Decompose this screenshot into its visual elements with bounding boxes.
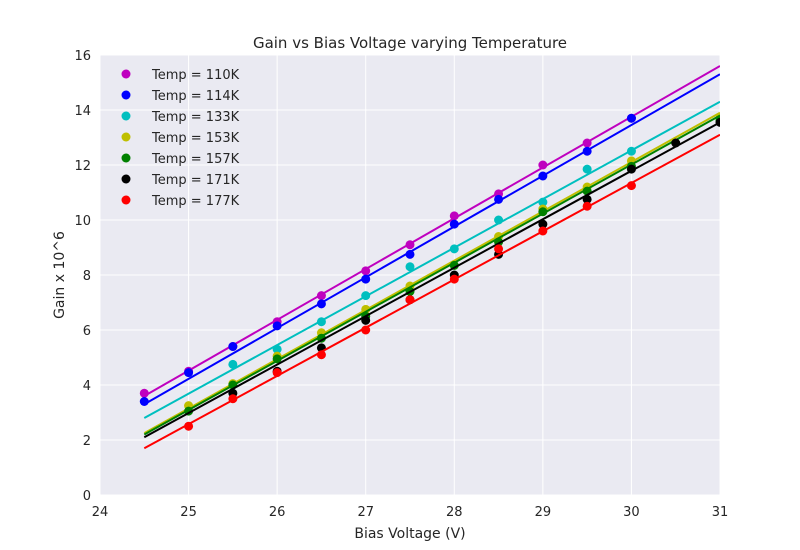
data-point xyxy=(715,117,720,127)
y-tick-labels: 0 2 4 6 8 10 12 14 16 xyxy=(74,49,91,504)
data-point xyxy=(139,388,149,398)
data-point xyxy=(538,171,548,181)
data-point xyxy=(361,315,371,325)
data-point xyxy=(361,274,371,284)
data-point xyxy=(671,138,681,148)
data-point xyxy=(139,397,149,406)
legend-marker xyxy=(121,69,131,79)
y-tick-label: 4 xyxy=(83,379,91,394)
data-point xyxy=(626,146,636,156)
data-point xyxy=(538,226,548,236)
data-point xyxy=(494,215,504,225)
y-tick-label: 8 xyxy=(83,269,91,284)
data-point xyxy=(316,350,326,360)
x-axis-label: Bias Voltage (V) xyxy=(354,526,465,542)
x-tick-label: 30 xyxy=(623,505,640,520)
y-tick-label: 6 xyxy=(83,324,91,339)
fit-line xyxy=(143,121,720,439)
data-point xyxy=(538,197,548,207)
y-tick-label: 0 xyxy=(83,489,91,504)
legend-marker xyxy=(121,90,131,100)
data-point xyxy=(184,368,194,378)
chart-title: Gain vs Bias Voltage varying Temperature xyxy=(253,34,567,52)
data-point xyxy=(538,160,548,170)
data-point xyxy=(494,194,504,204)
plot-area xyxy=(139,65,720,450)
y-tick-label: 12 xyxy=(74,159,91,174)
data-point xyxy=(449,274,459,284)
data-point xyxy=(228,359,238,369)
data-point xyxy=(272,368,282,378)
legend-marker xyxy=(121,132,131,142)
data-point xyxy=(449,219,459,229)
data-point xyxy=(626,181,636,191)
legend-label: Temp = 177K xyxy=(151,194,240,209)
data-point xyxy=(538,207,548,217)
data-point xyxy=(316,317,326,327)
data-point xyxy=(272,344,282,354)
data-point xyxy=(582,194,592,204)
data-point xyxy=(405,295,415,305)
series-1 xyxy=(139,73,720,406)
y-tick-label: 10 xyxy=(74,214,91,229)
data-point xyxy=(538,219,548,229)
data-point xyxy=(626,113,636,123)
x-tick-label: 26 xyxy=(269,505,286,520)
legend-marker xyxy=(121,153,131,163)
x-tick-label: 25 xyxy=(180,505,197,520)
grid xyxy=(99,54,721,496)
data-point xyxy=(449,211,459,221)
data-point xyxy=(184,421,194,431)
data-point xyxy=(272,321,282,331)
legend-marker xyxy=(121,174,131,184)
legend-label: Temp = 171K xyxy=(151,173,240,188)
legend-label: Temp = 157K xyxy=(151,152,240,167)
legend-label: Temp = 133K xyxy=(151,110,240,125)
x-tick-label: 31 xyxy=(712,505,729,520)
legend-label: Temp = 110K xyxy=(151,68,240,83)
y-tick-label: 2 xyxy=(83,434,91,449)
fit-line xyxy=(143,111,720,434)
data-point xyxy=(316,291,326,301)
x-tick-label: 28 xyxy=(446,505,463,520)
data-point xyxy=(626,164,636,174)
data-point xyxy=(272,354,282,364)
y-tick-label: 16 xyxy=(74,49,91,64)
x-tick-label: 24 xyxy=(92,505,109,520)
data-point xyxy=(228,342,238,351)
legend-label: Temp = 153K xyxy=(151,131,240,146)
data-point xyxy=(582,138,592,148)
fit-line xyxy=(143,65,720,397)
x-tick-labels: 24 25 26 27 28 29 30 31 xyxy=(92,505,729,520)
data-point xyxy=(316,299,326,309)
legend-marker xyxy=(121,111,131,121)
series-6 xyxy=(143,133,720,450)
series-2 xyxy=(143,100,720,419)
x-tick-label: 29 xyxy=(535,505,552,520)
x-tick-label: 27 xyxy=(357,505,374,520)
fit-line xyxy=(143,133,720,450)
fit-line xyxy=(143,114,720,436)
data-point xyxy=(361,291,371,301)
data-point xyxy=(449,260,459,270)
legend: Temp = 110K Temp = 114K Temp = 133K Temp = … xyxy=(121,68,240,209)
legend-marker xyxy=(121,195,131,205)
fit-line xyxy=(143,73,720,406)
data-point xyxy=(582,201,592,211)
data-point xyxy=(228,394,238,404)
fit-line xyxy=(143,100,720,419)
data-point xyxy=(449,244,459,254)
data-point xyxy=(405,249,415,259)
data-point xyxy=(582,146,592,156)
data-point xyxy=(405,262,415,272)
data-point xyxy=(582,164,592,174)
y-axis-label: Gain x 10^6 xyxy=(52,231,68,319)
data-point xyxy=(361,325,371,335)
data-point xyxy=(361,266,371,276)
data-point xyxy=(494,244,504,254)
data-point xyxy=(405,240,415,250)
y-tick-label: 14 xyxy=(74,104,91,119)
legend-label: Temp = 114K xyxy=(151,89,240,104)
